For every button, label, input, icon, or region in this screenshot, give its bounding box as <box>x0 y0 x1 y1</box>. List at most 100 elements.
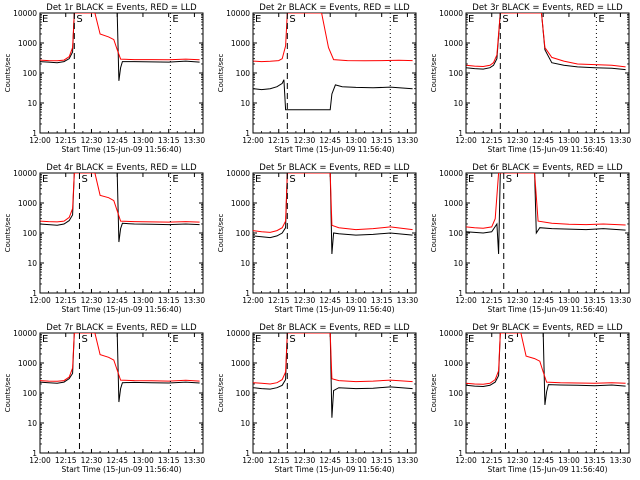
panel-title: Det 6r BLACK = Events, RED = LLD <box>472 163 623 173</box>
time-marker-label: S <box>81 174 87 185</box>
y-tick-label: 100 <box>449 229 464 238</box>
time-marker-label: E <box>255 334 261 345</box>
x-tick-label: 13:30 <box>397 456 419 465</box>
panel-title: Det 4r BLACK = Events, RED = LLD <box>46 163 197 173</box>
detector-panel: Det 3r BLACK = Events, RED = LLD 1 10 100 10… <box>430 3 631 154</box>
x-tick-label: 13:15 <box>371 456 393 465</box>
events-series-line <box>466 13 626 71</box>
y-axis-label: Counts/sec <box>4 214 12 253</box>
plot-frame <box>465 332 630 454</box>
y-tick-label: 1000 <box>18 359 37 368</box>
time-marker-label: S <box>289 14 295 25</box>
y-tick-label: 1000 <box>444 359 463 368</box>
y-tick-label: 1000 <box>231 359 250 368</box>
x-tick-label: 12:30 <box>507 136 529 145</box>
plot-frame <box>39 172 204 294</box>
x-tick-label: 12:15 <box>55 136 77 145</box>
y-tick-label: 100 <box>23 229 38 238</box>
x-tick-label: 13:30 <box>397 296 419 305</box>
y-tick-label: 10 <box>240 99 250 108</box>
x-tick-label: 13:15 <box>584 456 606 465</box>
x-tick-label: 13:00 <box>345 136 367 145</box>
panel-title: Det 1r BLACK = Events, RED = LLD <box>46 3 197 13</box>
y-tick-label: 10 <box>27 259 37 268</box>
detector-panel: Det 2r BLACK = Events, RED = LLD 1 10 100 10… <box>217 3 418 154</box>
events-series-line <box>253 333 413 418</box>
y-tick-label: 100 <box>23 389 38 398</box>
y-tick-label: 10000 <box>13 9 37 18</box>
lld-series-line <box>466 13 626 68</box>
lld-series-line <box>466 173 626 229</box>
time-marker-label: S <box>502 14 508 25</box>
x-tick-label: 13:15 <box>584 296 606 305</box>
time-marker-label: E <box>468 174 474 185</box>
x-tick-label: 12:45 <box>106 296 128 305</box>
lld-series-line <box>253 333 413 385</box>
time-marker-label: E <box>392 14 398 25</box>
y-tick-label: 10000 <box>439 169 463 178</box>
x-tick-label: 12:15 <box>268 296 290 305</box>
y-tick-label: 10000 <box>226 9 250 18</box>
x-tick-label: 13:15 <box>158 456 180 465</box>
x-tick-label: 13:15 <box>158 136 180 145</box>
y-tick-label: 1000 <box>444 199 463 208</box>
x-tick-label: 12:15 <box>268 456 290 465</box>
time-marker-label: E <box>172 14 178 25</box>
time-marker-label: E <box>468 334 474 345</box>
x-axis-label: Start Time (15-Jun-09 11:56:40) <box>488 305 608 314</box>
events-series-line <box>466 333 626 405</box>
y-axis-label: Counts/sec <box>217 54 225 93</box>
x-tick-label: 13:00 <box>132 136 154 145</box>
x-tick-label: 13:15 <box>584 136 606 145</box>
x-tick-label: 13:00 <box>558 136 580 145</box>
y-tick-label: 1000 <box>18 199 37 208</box>
plot-frame <box>39 332 204 454</box>
x-tick-label: 13:30 <box>610 456 632 465</box>
y-tick-label: 1 <box>245 129 250 138</box>
plot-frame <box>252 332 417 454</box>
y-tick-label: 10 <box>240 259 250 268</box>
x-tick-label: 12:00 <box>455 296 477 305</box>
x-tick-label: 12:30 <box>507 456 529 465</box>
detector-panel: Det 8r BLACK = Events, RED = LLD 1 10 100 10… <box>217 323 418 474</box>
x-tick-label: 13:00 <box>558 296 580 305</box>
detector-panel: Det 4r BLACK = Events, RED = LLD 1 10 100 10… <box>4 163 205 314</box>
y-tick-label: 1000 <box>231 39 250 48</box>
time-marker-label: E <box>392 174 398 185</box>
y-tick-label: 1000 <box>18 39 37 48</box>
x-tick-label: 12:30 <box>81 296 103 305</box>
detector-panel: Det 5r BLACK = Events, RED = LLD 1 10 100 10… <box>217 163 418 314</box>
x-tick-label: 13:30 <box>610 296 632 305</box>
events-series-line <box>466 173 626 255</box>
panel-title: Det 7r BLACK = Events, RED = LLD <box>46 323 197 333</box>
y-tick-label: 10000 <box>439 329 463 338</box>
x-tick-label: 12:00 <box>242 456 264 465</box>
x-tick-label: 12:00 <box>29 296 51 305</box>
lld-series-line <box>253 173 413 233</box>
y-tick-label: 100 <box>449 389 464 398</box>
x-axis-label: Start Time (15-Jun-09 11:56:40) <box>488 465 608 474</box>
y-axis-label: Counts/sec <box>430 374 438 413</box>
x-tick-label: 13:15 <box>371 296 393 305</box>
x-axis-label: Start Time (15-Jun-09 11:56:40) <box>62 465 182 474</box>
time-marker-label: S <box>76 14 82 25</box>
x-tick-label: 12:30 <box>294 456 316 465</box>
x-tick-label: 12:45 <box>319 136 341 145</box>
time-marker-label: S <box>81 334 87 345</box>
time-marker-label: S <box>289 334 295 345</box>
plot-frame <box>39 12 204 134</box>
x-tick-label: 12:15 <box>55 296 77 305</box>
y-axis-label: Counts/sec <box>4 374 12 413</box>
x-tick-label: 12:45 <box>532 296 554 305</box>
time-marker-label: E <box>598 174 604 185</box>
time-marker-label: E <box>172 174 178 185</box>
y-axis-label: Counts/sec <box>4 54 12 93</box>
y-tick-label: 10000 <box>439 9 463 18</box>
x-axis-label: Start Time (15-Jun-09 11:56:40) <box>275 465 395 474</box>
time-marker-label: E <box>255 14 261 25</box>
panel-title: Det 3r BLACK = Events, RED = LLD <box>472 3 623 13</box>
plot-frame <box>465 12 630 134</box>
y-tick-label: 10000 <box>226 329 250 338</box>
x-tick-label: 12:15 <box>481 456 503 465</box>
